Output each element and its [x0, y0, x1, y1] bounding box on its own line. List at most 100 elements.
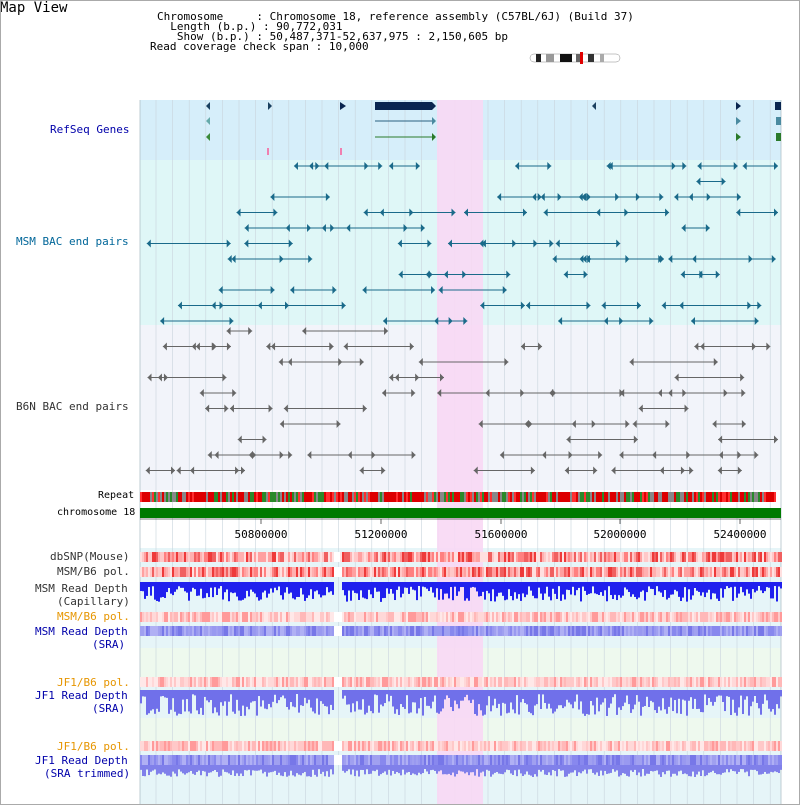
depth-bar: [722, 582, 724, 598]
heat-cell: [446, 567, 448, 577]
heat-cell: [754, 755, 756, 765]
depth-bar: [680, 690, 682, 714]
heat-cell: [588, 626, 590, 636]
highlight-region[interactable]: [437, 100, 483, 805]
heat-cell: [292, 552, 294, 562]
heat-cell: [308, 677, 310, 687]
depth-bar: [566, 765, 568, 777]
heat-cell: [620, 755, 622, 765]
depth-bar: [560, 690, 562, 706]
bac-end-arrow: [674, 373, 679, 382]
chromosome-bar[interactable]: [140, 508, 781, 518]
gene-block[interactable]: [375, 102, 432, 110]
repeat-element: [170, 492, 172, 502]
repeat-element: [398, 492, 400, 502]
repeat-element: [288, 492, 290, 502]
depth-bar: [170, 690, 172, 710]
heat-cell: [318, 567, 320, 577]
depth-bar: [300, 765, 302, 776]
depth-bar: [186, 765, 188, 774]
heat-strips[interactable]: [140, 552, 782, 765]
bac-end-arrow: [558, 317, 563, 325]
heat-cell: [156, 741, 158, 751]
heat-cell: [492, 755, 494, 765]
depth-bar: [486, 582, 488, 591]
heat-cell: [596, 552, 598, 562]
heat-cell: [176, 612, 178, 622]
heat-cell: [308, 755, 310, 765]
depth-bar: [260, 765, 262, 770]
depth-bar: [272, 582, 274, 593]
heat-cell: [556, 626, 558, 636]
heat-cell: [168, 741, 170, 751]
heat-cell: [514, 552, 516, 562]
heat-cell: [266, 552, 268, 562]
heat-cell: [472, 552, 474, 562]
heat-cell: [438, 552, 440, 562]
heat-cell: [764, 677, 766, 687]
repeat-element: [416, 492, 418, 502]
refseq-genes[interactable]: [206, 102, 781, 155]
depth-bar: [604, 582, 606, 591]
heat-cell: [184, 612, 186, 622]
depth-bar: [566, 582, 568, 590]
read-depth-bars[interactable]: [140, 582, 782, 777]
gene-block[interactable]: [776, 117, 781, 125]
depth-bar: [712, 690, 714, 706]
heat-cell: [538, 755, 540, 765]
chromosome-ideogram[interactable]: [528, 52, 623, 64]
heat-cell: [568, 567, 570, 577]
heat-cell: [460, 612, 462, 622]
heat-cell: [516, 741, 518, 751]
msm-bac-pairs[interactable]: [146, 162, 778, 325]
heat-cell: [602, 626, 604, 636]
depth-bar: [254, 690, 256, 702]
b6n-bac-pairs[interactable]: [145, 327, 778, 475]
depth-bar: [406, 582, 408, 588]
depth-bar: [410, 582, 412, 587]
heat-cell: [778, 552, 780, 562]
depth-bar: [244, 690, 246, 716]
heat-cell: [294, 677, 296, 687]
heat-cell: [378, 677, 380, 687]
heat-cell: [698, 626, 700, 636]
heat-cell: [762, 626, 764, 636]
depth-bar: [296, 582, 298, 597]
depth-bar: [378, 765, 380, 776]
depth-bar: [316, 690, 318, 699]
heat-cell: [766, 741, 768, 751]
heat-cell: [456, 755, 458, 765]
depth-bar: [626, 582, 628, 590]
depth-bar: [314, 765, 316, 775]
depth-bar: [412, 765, 414, 774]
heat-cell: [438, 677, 440, 687]
heat-cell: [464, 755, 466, 765]
heat-cell: [712, 626, 714, 636]
heat-cell: [752, 741, 754, 751]
heat-cell: [486, 741, 488, 751]
heat-cell: [184, 567, 186, 577]
heat-cell: [324, 677, 326, 687]
repeat-track[interactable]: [140, 492, 776, 502]
heat-cell: [332, 552, 334, 562]
heat-cell: [730, 552, 732, 562]
heat-cell: [494, 741, 496, 751]
heat-cell: [426, 626, 428, 636]
heat-cell: [150, 755, 152, 765]
heat-cell: [320, 552, 322, 562]
depth-bar: [208, 765, 210, 773]
heat-cell: [656, 755, 658, 765]
heat-cell: [474, 567, 476, 577]
depth-bar: [622, 690, 624, 707]
depth-bar: [530, 765, 532, 776]
bac-end-arrow: [268, 404, 273, 413]
heat-cell: [574, 677, 576, 687]
depth-bar: [412, 582, 414, 590]
heat-cell: [236, 677, 238, 687]
repeat-element: [632, 492, 634, 502]
gene-block[interactable]: [776, 133, 781, 141]
gene-block[interactable]: [775, 102, 781, 110]
heat-cell: [750, 755, 752, 765]
bac-end-arrow: [244, 224, 249, 232]
